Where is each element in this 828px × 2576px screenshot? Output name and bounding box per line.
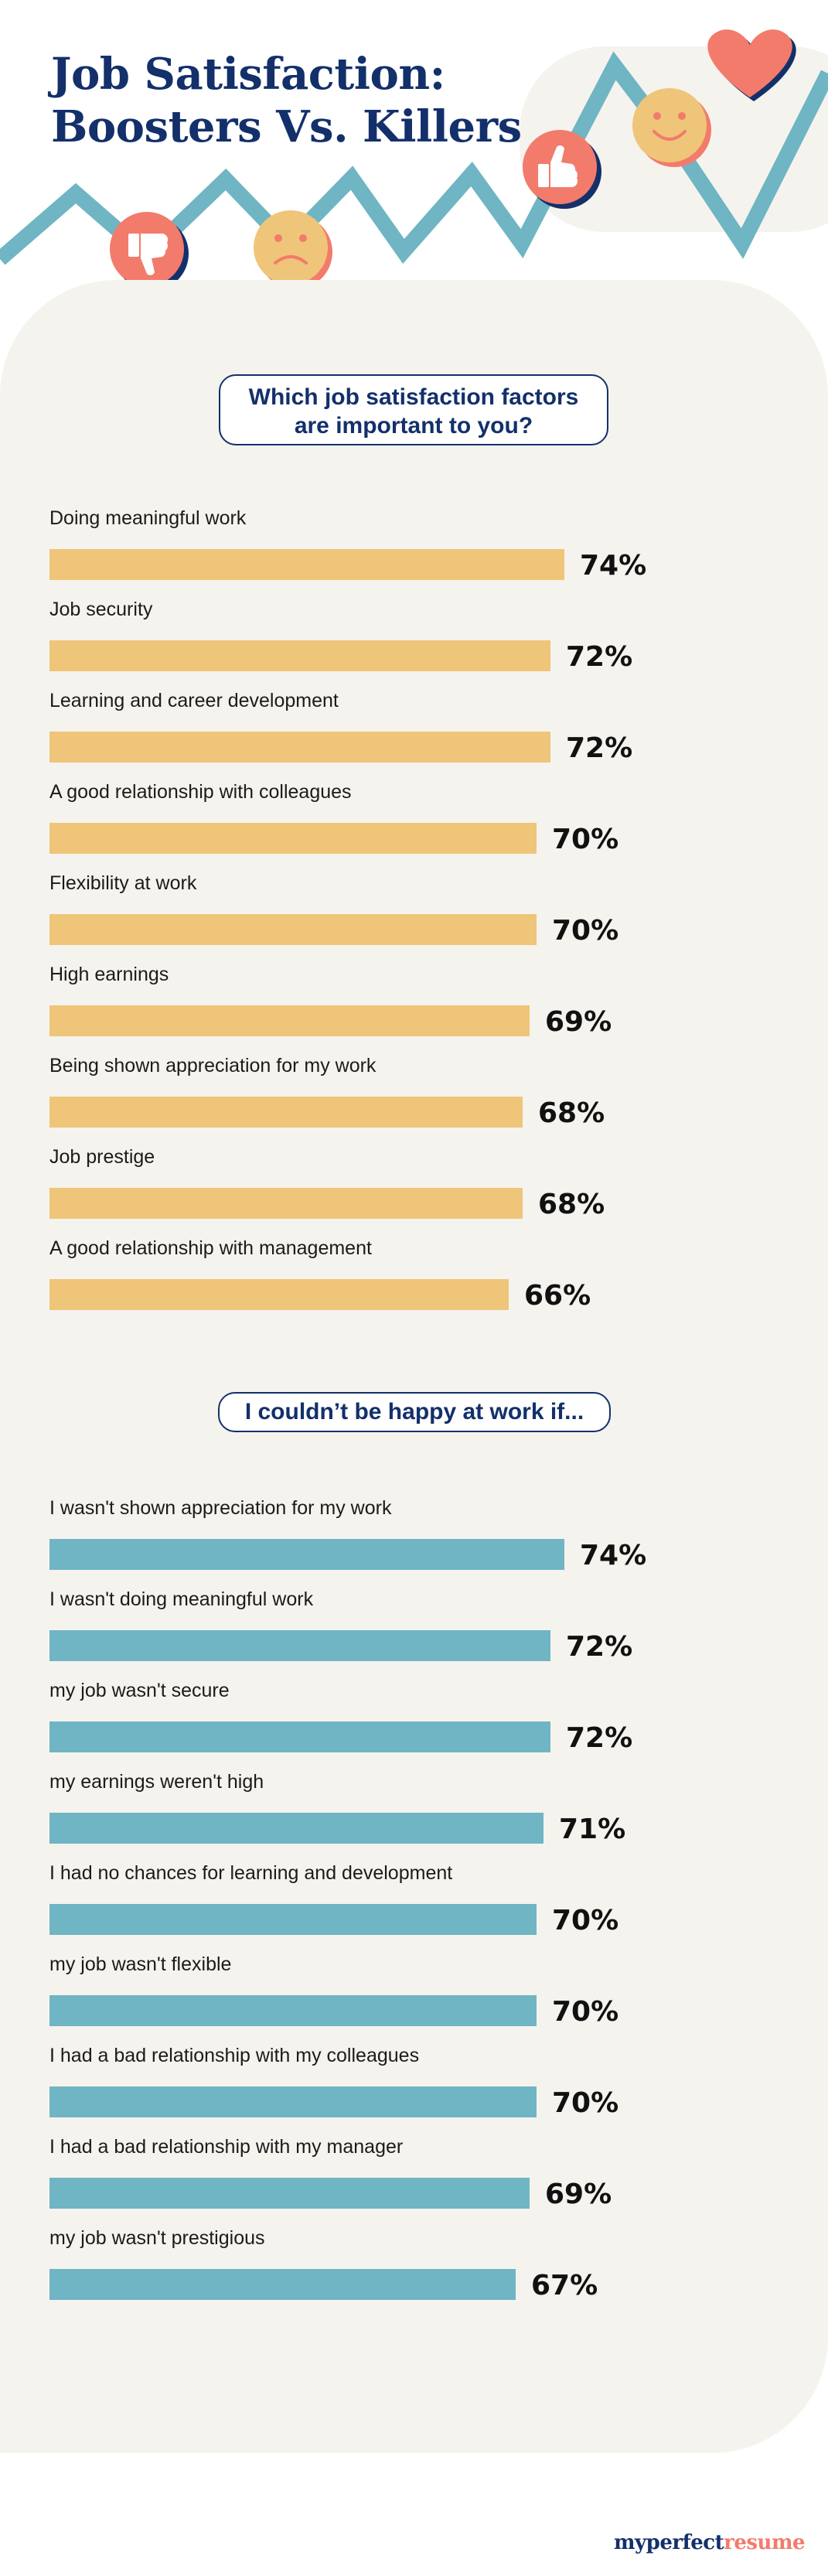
booster-label: Flexibility at work: [49, 872, 197, 894]
killer-label: my job wasn't secure: [49, 1680, 230, 1701]
killer-value-label: 72%: [566, 1631, 632, 1663]
booster-bar: [49, 640, 550, 671]
happy-face-icon: [632, 88, 711, 167]
killer-value-label: 71%: [559, 1813, 625, 1845]
killers-question-pill: I couldn’t be happy at work if...: [218, 1392, 611, 1432]
killer-label: my job wasn't flexible: [49, 1953, 231, 1975]
killer-bar: [49, 1995, 537, 2026]
booster-value-label: 72%: [566, 732, 632, 764]
booster-value-label: 74%: [580, 550, 646, 582]
booster-label: A good relationship with management: [49, 1237, 372, 1259]
booster-bar: [49, 823, 537, 854]
booster-label: Doing meaningful work: [49, 507, 247, 529]
killer-bar: [49, 2178, 530, 2209]
killer-value-label: 70%: [552, 1996, 618, 2028]
header-illustration: [0, 29, 828, 291]
boosters-question-line-1: Which job satisfaction factors: [248, 384, 579, 410]
booster-value-label: 69%: [545, 1006, 612, 1038]
killer-bar: [49, 1904, 537, 1935]
booster-label: Job security: [49, 599, 153, 620]
killer-bar: [49, 1630, 550, 1661]
booster-value-label: 72%: [566, 641, 632, 673]
killers-question-text: I couldn’t be happy at work if...: [244, 1399, 584, 1424]
killer-label: I had a bad relationship with my manager: [49, 2136, 403, 2158]
thumbs-down-icon: [110, 212, 189, 291]
booster-bar: [49, 1188, 523, 1219]
killer-bar: [49, 1721, 550, 1752]
killer-bar: [49, 2269, 516, 2300]
boosters-question-pill: Which job satisfaction factors are impor…: [219, 374, 608, 445]
booster-value-label: 68%: [538, 1189, 605, 1220]
booster-value-label: 68%: [538, 1097, 605, 1129]
booster-label: A good relationship with colleagues: [49, 781, 352, 803]
sad-face-icon: [254, 210, 332, 289]
brand-part-1: myperfect: [614, 2531, 724, 2554]
killer-bar: [49, 1813, 543, 1844]
booster-value-label: 66%: [524, 1280, 591, 1312]
title-line-2: Boosters Vs. Killers: [51, 101, 522, 152]
booster-value-label: 70%: [552, 824, 618, 855]
booster-value-label: 70%: [552, 915, 618, 947]
boosters-bar-chart: Doing meaningful work 74% Job security 72% L…: [49, 507, 646, 1312]
thumbs-up-icon: [523, 130, 601, 209]
killer-value-label: 72%: [566, 1722, 632, 1754]
killer-label: I wasn't shown appreciation for my work: [49, 1497, 392, 1519]
booster-label: Being shown appreciation for my work: [49, 1055, 377, 1076]
killer-value-label: 70%: [552, 1905, 618, 1936]
booster-bar: [49, 549, 564, 580]
brand-logo: myperfectresume: [614, 2531, 805, 2554]
killer-label: I had a bad relationship with my colleag…: [49, 2045, 419, 2066]
booster-bar: [49, 1279, 509, 1310]
brand-part-2: resume: [724, 2531, 805, 2554]
heart-icon: [707, 29, 796, 101]
booster-bar: [49, 914, 537, 945]
killer-label: I had no chances for learning and develo…: [49, 1862, 452, 1884]
killer-value-label: 70%: [552, 2087, 618, 2119]
booster-label: Learning and career development: [49, 690, 339, 711]
page-title: Job Satisfaction: Boosters Vs. Killers: [51, 48, 522, 153]
booster-label: Job prestige: [49, 1146, 155, 1168]
boosters-question-line-2: are important to you?: [294, 413, 533, 438]
killers-bar-chart: I wasn't shown appreciation for my work 7…: [49, 1497, 646, 2301]
booster-label: High earnings: [49, 964, 169, 985]
killer-bar: [49, 2086, 537, 2117]
booster-bar: [49, 1005, 530, 1036]
booster-bar: [49, 1097, 523, 1128]
killer-value-label: 67%: [531, 2270, 598, 2301]
killer-bar: [49, 1539, 564, 1570]
killer-value-label: 74%: [580, 1540, 646, 1571]
booster-bar: [49, 732, 550, 763]
killer-label: my earnings weren't high: [49, 1771, 264, 1793]
title-line-1: Job Satisfaction:: [51, 49, 445, 100]
killer-label: I wasn't doing meaningful work: [49, 1588, 314, 1610]
killer-value-label: 69%: [545, 2179, 612, 2210]
killer-label: my job wasn't prestigious: [49, 2227, 265, 2249]
